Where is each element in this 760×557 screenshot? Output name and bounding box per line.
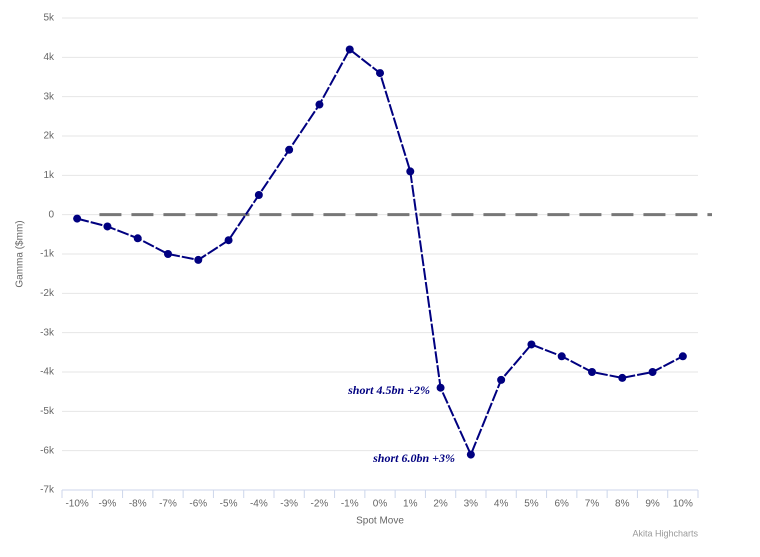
x-tick-label: 7% bbox=[585, 499, 600, 510]
x-tick-label: 1% bbox=[403, 499, 418, 510]
y-tick-label: 4k bbox=[43, 52, 55, 63]
x-tick-label: -2% bbox=[311, 499, 329, 510]
x-tick-label: -1% bbox=[341, 499, 359, 510]
data-point bbox=[466, 450, 475, 459]
x-tick-label: 6% bbox=[554, 499, 569, 510]
y-tick-label: 3k bbox=[43, 91, 55, 102]
x-tick-label: -5% bbox=[220, 499, 238, 510]
credits: Akita Highcharts bbox=[632, 528, 698, 538]
x-axis-title: Spot Move bbox=[356, 516, 404, 527]
data-point bbox=[527, 340, 536, 349]
data-point bbox=[648, 368, 657, 376]
y-tick-label: -6k bbox=[40, 445, 55, 456]
annotation: short 4.5bn +2% bbox=[347, 383, 430, 397]
data-point bbox=[557, 352, 566, 361]
data-point bbox=[406, 167, 415, 176]
x-tick-label: 8% bbox=[615, 499, 630, 510]
data-point bbox=[315, 100, 324, 109]
data-point bbox=[345, 45, 354, 54]
y-tick-label: -3k bbox=[40, 327, 55, 338]
y-axis-title: Gamma ($mm) bbox=[15, 220, 26, 287]
data-point bbox=[133, 234, 142, 243]
data-point bbox=[254, 191, 263, 199]
data-point bbox=[224, 236, 233, 245]
y-tick-label: -5k bbox=[40, 406, 55, 417]
x-tick-label: -8% bbox=[129, 499, 147, 510]
data-point bbox=[588, 368, 596, 376]
data-point bbox=[194, 255, 203, 264]
y-tick-label: 0 bbox=[48, 209, 54, 220]
y-tick-label: -4k bbox=[40, 367, 55, 378]
x-tick-label: 9% bbox=[645, 499, 660, 510]
x-tick-label: -3% bbox=[280, 499, 298, 510]
x-tick-label: -10% bbox=[65, 499, 88, 510]
annotation: short 6.0bn +3% bbox=[372, 451, 455, 465]
x-tick-label: -9% bbox=[99, 499, 117, 510]
y-tick-label: -7k bbox=[40, 485, 55, 496]
data-point bbox=[436, 383, 445, 392]
y-tick-label: 2k bbox=[43, 131, 55, 142]
x-tick-label: -7% bbox=[159, 499, 177, 510]
y-tick-label: -2k bbox=[40, 288, 55, 299]
data-point bbox=[376, 69, 384, 78]
y-tick-label: 5k bbox=[43, 13, 55, 24]
data-point bbox=[103, 222, 112, 231]
y-tick-label: -1k bbox=[40, 249, 55, 260]
x-tick-label: 10% bbox=[673, 499, 693, 510]
x-tick-label: 3% bbox=[464, 499, 479, 510]
data-point bbox=[73, 214, 82, 223]
data-point bbox=[164, 250, 172, 258]
x-tick-label: 5% bbox=[524, 499, 539, 510]
x-tick-label: -4% bbox=[250, 499, 268, 510]
x-tick-label: 0% bbox=[373, 499, 388, 510]
x-tick-label: 2% bbox=[433, 499, 448, 510]
data-point bbox=[678, 352, 687, 361]
y-tick-label: 1k bbox=[43, 170, 55, 181]
data-point bbox=[285, 145, 294, 154]
data-point bbox=[497, 375, 506, 384]
data-point bbox=[618, 373, 627, 382]
x-tick-label: 4% bbox=[494, 499, 509, 510]
x-tick-label: -6% bbox=[189, 499, 207, 510]
